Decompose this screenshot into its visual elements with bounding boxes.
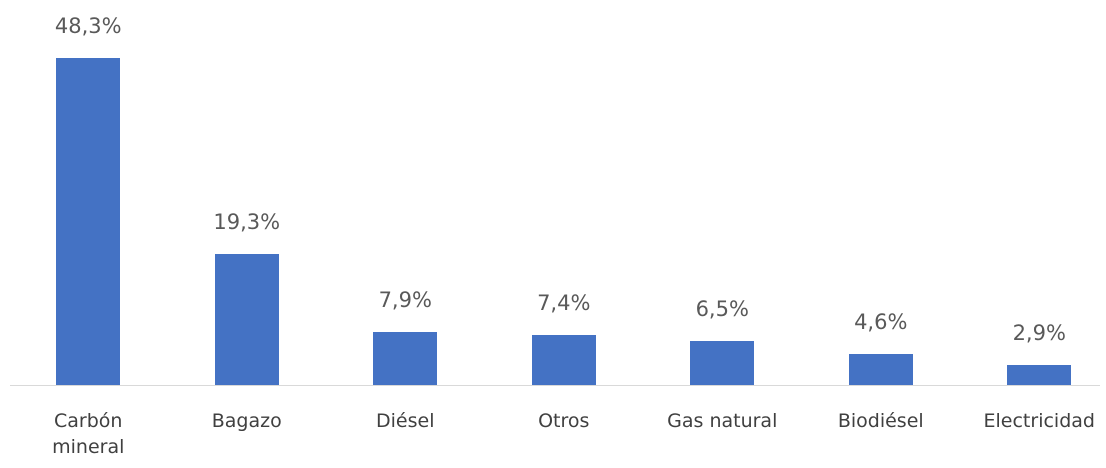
bar [690,340,755,385]
value-label: 4,6% [854,309,908,334]
bar [848,353,913,385]
bar [214,254,279,385]
x-tick-label: Electricidad [983,410,1095,432]
x-tick-label: Gas natural [667,410,778,432]
x-tick-label: Diésel [376,410,435,432]
value-label: 7,4% [537,290,591,315]
value-label: 48,3% [54,14,122,38]
bar [373,331,438,385]
value-label: 6,5% [695,296,749,321]
value-label: 19,3% [213,210,281,235]
x-tick-label: Biodiésel [837,410,924,432]
bar [1007,365,1072,385]
bar [531,334,596,385]
x-tick-label: Carbón mineral [52,410,125,458]
x-tick-label: Otros [538,410,590,432]
baseline [10,385,1100,386]
value-label: 2,9% [1012,321,1066,346]
x-tick-label: Bagazo [211,410,282,432]
bar [56,58,121,385]
value-label: 7,9% [378,287,432,312]
